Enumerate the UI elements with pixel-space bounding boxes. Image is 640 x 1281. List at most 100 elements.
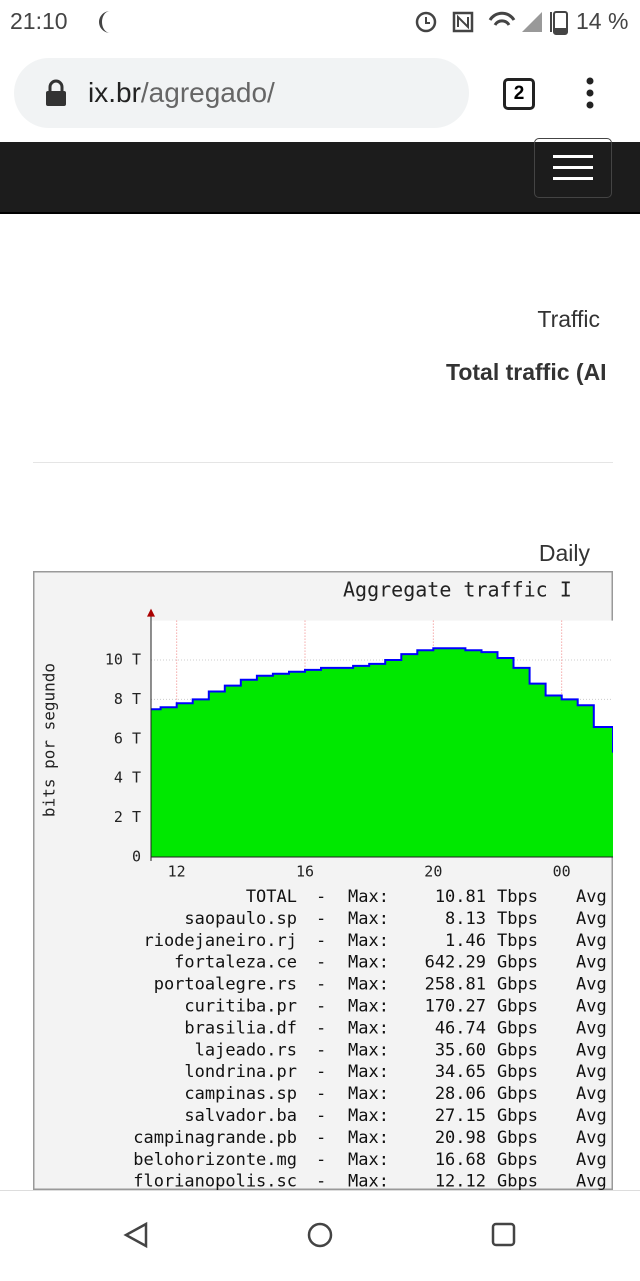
legend-label: Max:: [348, 1172, 389, 1190]
legend-name: londrina.pr: [184, 1062, 297, 1082]
divider: [33, 462, 613, 463]
legend-sep: -: [316, 909, 326, 929]
legend-avg: Avg: [576, 1040, 607, 1060]
clock: 21:10: [10, 8, 68, 34]
legend-unit: Gbps: [497, 1172, 538, 1190]
y-tick-label: 8 T: [114, 690, 141, 708]
menu-button[interactable]: [582, 76, 598, 110]
y-tick-label: 4 T: [114, 769, 141, 787]
x-tick-label: 00: [553, 863, 571, 881]
traffic-area: [151, 648, 613, 857]
legend-name: TOTAL: [246, 887, 297, 907]
legend-value: 170.27: [425, 997, 486, 1017]
y-axis-arrow: [147, 608, 155, 617]
legend-sep: -: [316, 1062, 326, 1082]
legend-avg: Avg: [576, 931, 607, 951]
legend-name: saopaulo.sp: [184, 909, 297, 929]
nav-buttons[interactable]: [120, 1218, 520, 1252]
legend-unit: Gbps: [497, 1062, 538, 1082]
legend-sep: -: [316, 1150, 326, 1170]
legend-avg: Avg: [576, 1084, 607, 1104]
legend-unit: Gbps: [497, 1040, 538, 1060]
url-bar[interactable]: [14, 58, 469, 128]
traffic-graph: Aggregate traffic I bits por segundo 0 2 T 4…: [33, 571, 613, 1190]
x-tick-label: 12: [168, 863, 186, 881]
legend-sep: -: [316, 887, 326, 907]
legend-name: florianopolis.sc: [133, 1172, 297, 1190]
legend-value: 12.12: [435, 1172, 486, 1190]
legend-sep: -: [316, 975, 326, 995]
legend-sep: -: [316, 1018, 326, 1038]
legend-name: curitiba.pr: [184, 997, 297, 1017]
y-axis-label: bits por segundo: [40, 663, 59, 817]
x-tick-label: 16: [296, 863, 314, 881]
graph-title: Aggregate traffic I: [343, 578, 572, 602]
legend-label: Max:: [348, 909, 389, 929]
moon-icon: [99, 11, 110, 33]
legend-value: 28.06: [435, 1084, 486, 1104]
legend-label: Max:: [348, 1062, 389, 1082]
legend-label: Max:: [348, 1128, 389, 1148]
y-tick-label: 10 T: [105, 651, 141, 669]
legend-unit: Gbps: [497, 953, 538, 973]
system-nav: [0, 1190, 640, 1281]
url[interactable]: ix.br/agregado/: [88, 77, 275, 109]
legend-name: lajeado.rs: [195, 1040, 297, 1060]
url-host: ix.br: [88, 77, 141, 108]
legend-label: Max:: [348, 1040, 389, 1060]
url-path: /agregado/: [140, 77, 275, 108]
legend-value: 8.13: [445, 909, 486, 929]
legend-name: salvador.ba: [184, 1106, 297, 1126]
legend-sep: -: [316, 997, 326, 1017]
legend-sep: -: [316, 1040, 326, 1060]
hamburger-button[interactable]: [534, 138, 612, 198]
legend-unit: Tbps: [497, 909, 538, 929]
legend-unit: Gbps: [497, 1018, 538, 1038]
legend-unit: Tbps: [497, 931, 538, 951]
legend-label: Max:: [348, 1150, 389, 1170]
legend-sep: -: [316, 1084, 326, 1104]
lock-icon: [46, 79, 66, 106]
legend-value: 10.81: [435, 887, 486, 907]
battery-icon: [553, 11, 568, 35]
legend-sep: -: [316, 1128, 326, 1148]
legend-name: brasilia.df: [184, 1018, 297, 1038]
legend-label: Max:: [348, 931, 389, 951]
legend-sep: -: [316, 953, 326, 973]
legend-avg: Avg: [576, 1106, 607, 1126]
legend-unit: Gbps: [497, 1150, 538, 1170]
legend-value: 34.65: [435, 1062, 486, 1082]
legend-unit: Gbps: [497, 1128, 538, 1148]
period: Daily: [538, 540, 590, 566]
legend-avg: Avg: [576, 1172, 607, 1190]
legend-name: portoalegre.rs: [154, 975, 297, 995]
legend-value: 258.81: [425, 975, 486, 995]
legend-avg: Avg: [576, 909, 607, 929]
legend-value: 16.68: [435, 1150, 486, 1170]
legend-label: Max:: [348, 887, 389, 907]
legend-label: Max:: [348, 997, 389, 1017]
legend-value: 27.15: [435, 1106, 486, 1126]
legend-label: Max:: [348, 1018, 389, 1038]
legend-value: 46.74: [435, 1018, 486, 1038]
legend-value: 642.29: [425, 953, 486, 973]
legend-name: riodejaneiro.rj: [143, 931, 297, 951]
legend-avg: Avg: [576, 1062, 607, 1082]
legend-unit: Tbps: [497, 887, 538, 907]
legend-label: Max:: [348, 975, 389, 995]
legend-label: Max:: [348, 953, 389, 973]
battery-level: 14 %: [576, 8, 629, 34]
y-tick-label: 6 T: [114, 729, 141, 747]
legend-sep: -: [316, 1172, 326, 1190]
legend-sep: -: [316, 1106, 326, 1126]
legend-unit: Gbps: [497, 997, 538, 1017]
tab-count[interactable]: 2: [503, 78, 535, 110]
legend-avg: Avg: [576, 997, 607, 1017]
subheading: Total traffic (AI: [446, 359, 607, 385]
x-tick-label: 20: [424, 863, 442, 881]
heading: Traffic: [537, 306, 600, 332]
legend-avg: Avg: [576, 1150, 607, 1170]
legend-value: 1.46: [445, 931, 486, 951]
legend-value: 35.60: [435, 1040, 486, 1060]
legend-avg: Avg: [576, 1128, 607, 1148]
